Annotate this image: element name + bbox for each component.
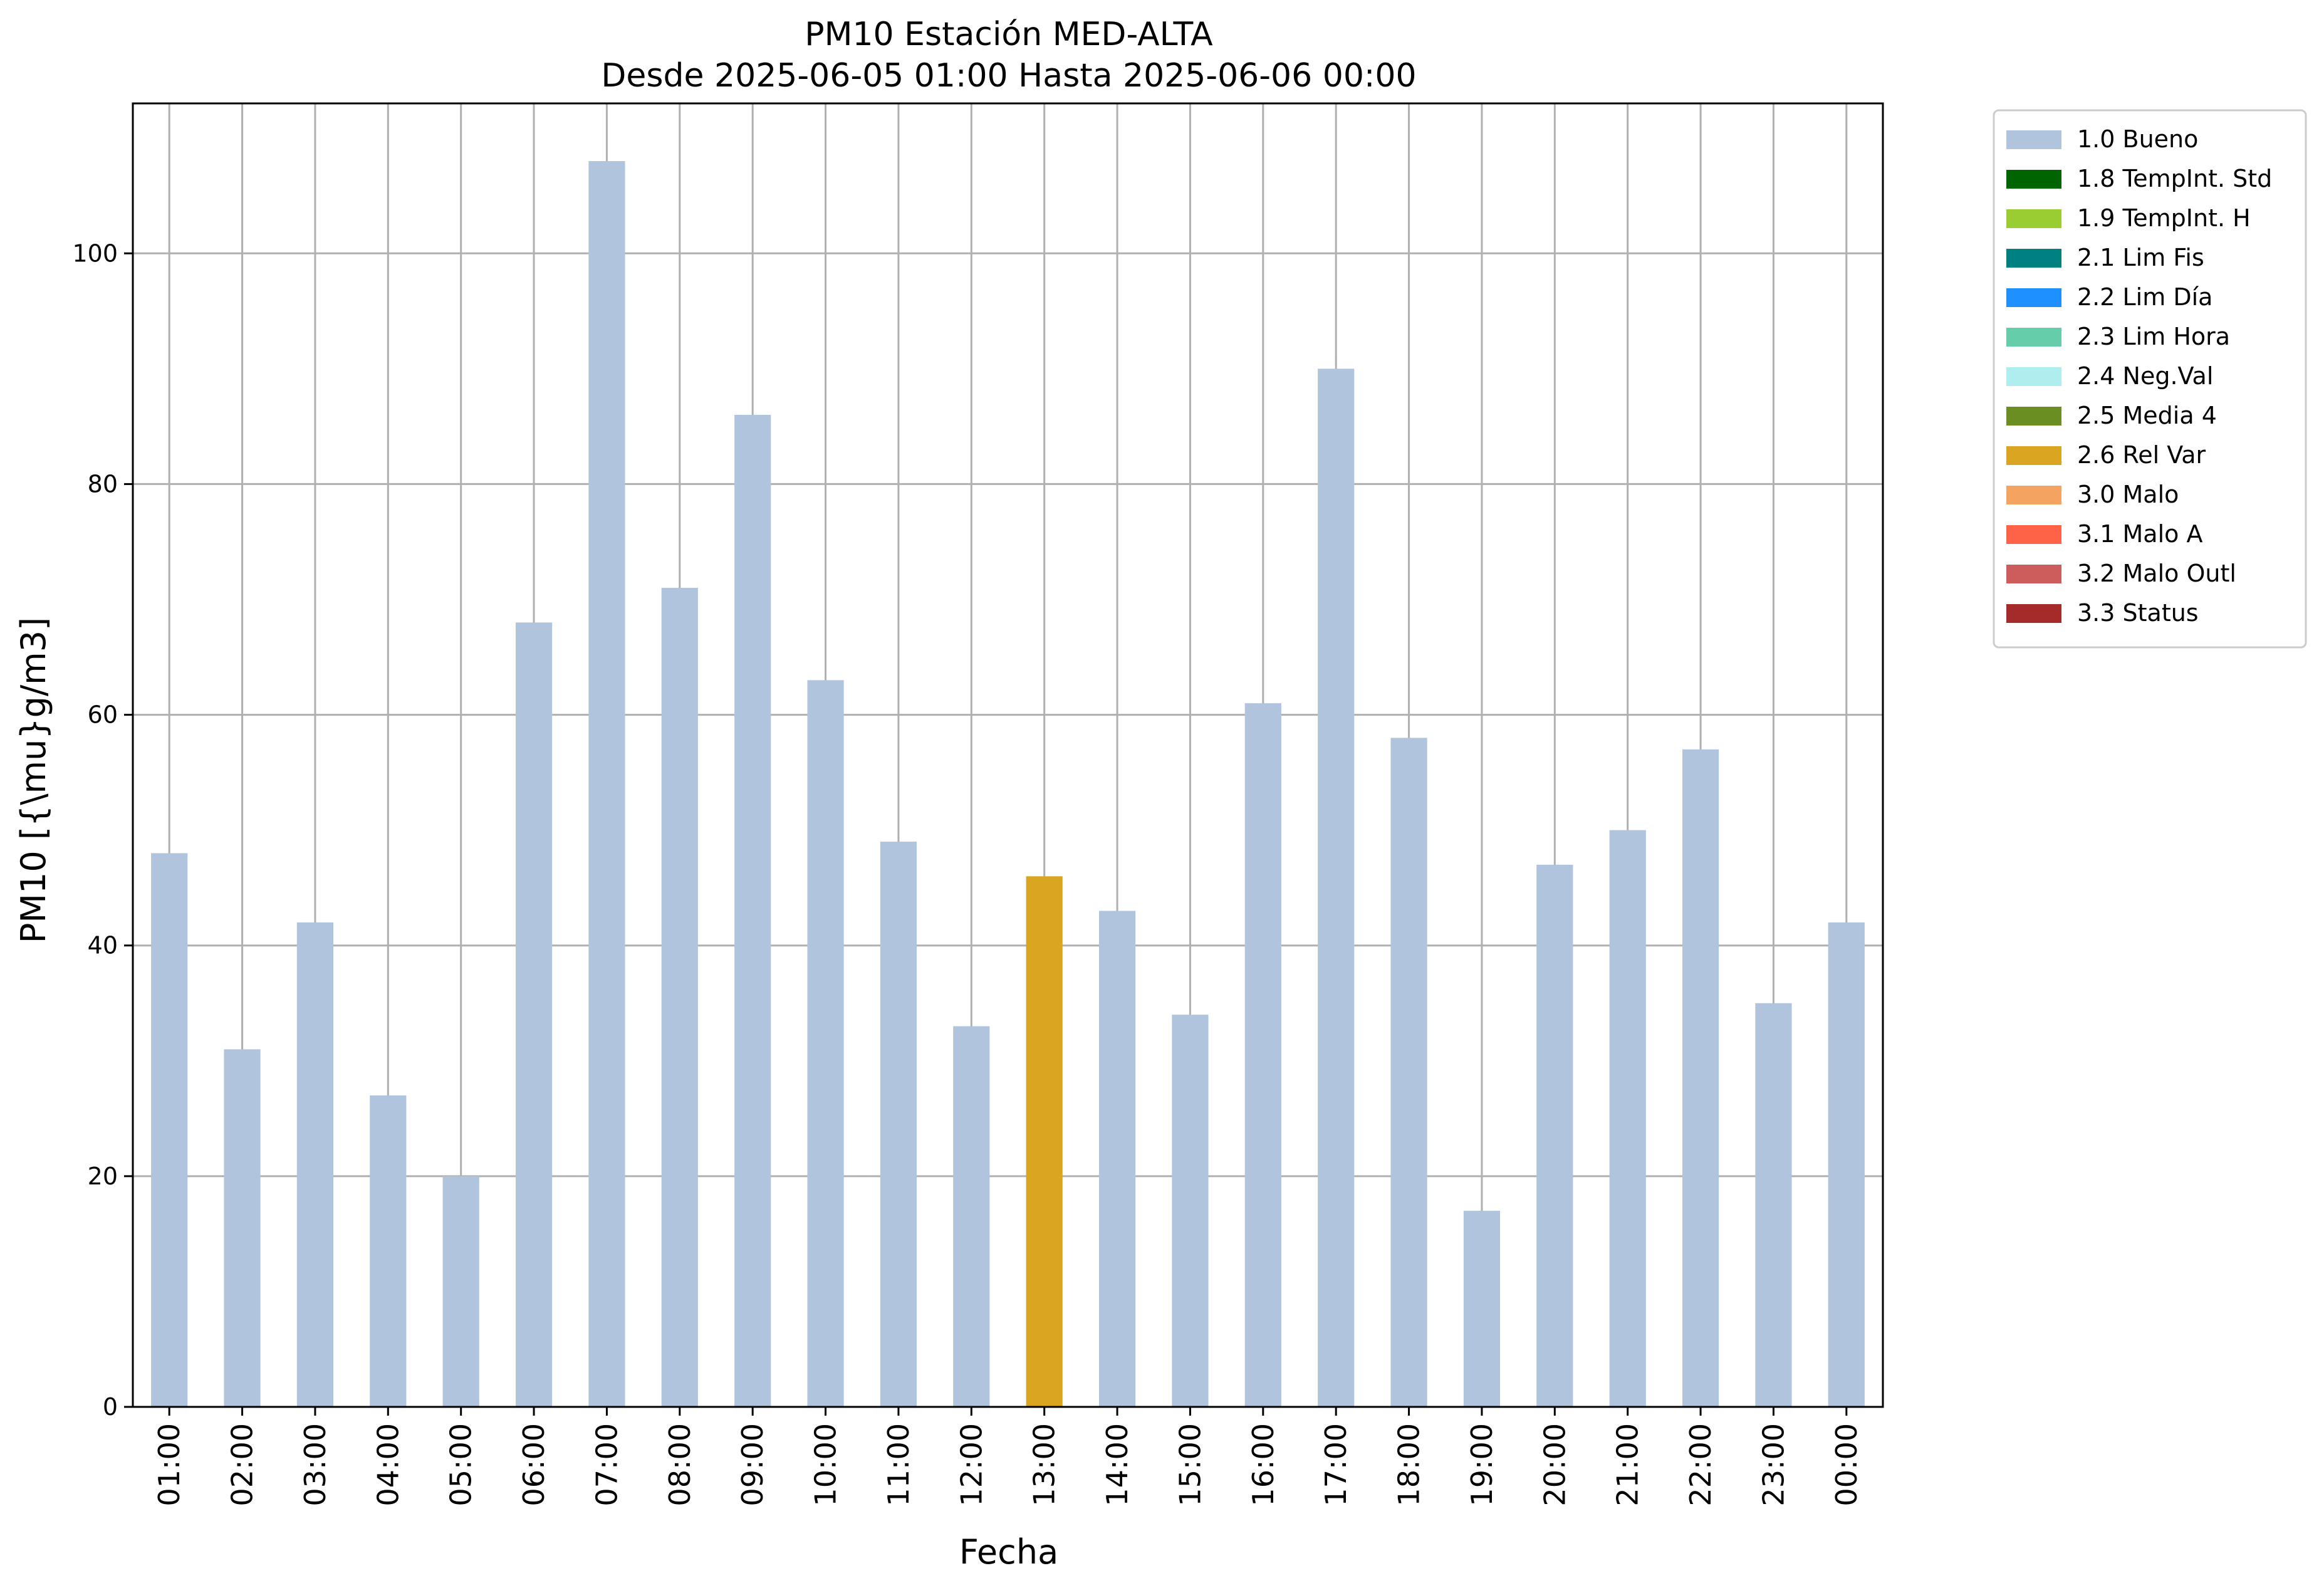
legend-label: 3.3 Status bbox=[2077, 599, 2199, 627]
y-tick-label: 20 bbox=[88, 1162, 118, 1190]
legend-label: 2.1 Lim Fis bbox=[2077, 244, 2204, 271]
y-tick-label: 0 bbox=[103, 1393, 118, 1421]
x-axis-ticks: 01:00 02:00 03:00 04:00 05:00 06:00 07:00 08:00… bbox=[152, 1407, 1863, 1507]
bar-13:00 bbox=[1026, 876, 1063, 1407]
x-tick-label: 07:00 bbox=[590, 1423, 623, 1507]
legend-label: 1.9 TempInt. H bbox=[2077, 204, 2251, 232]
bar-20:00 bbox=[1536, 864, 1573, 1407]
legend-swatch bbox=[2006, 249, 2061, 268]
bar-12:00 bbox=[953, 1026, 990, 1407]
x-tick-label: 06:00 bbox=[517, 1423, 551, 1507]
legend-label: 3.0 Malo bbox=[2077, 481, 2179, 508]
bar-22:00 bbox=[1682, 749, 1719, 1407]
x-axis-label: Fecha bbox=[959, 1532, 1058, 1572]
bar-02:00 bbox=[224, 1049, 261, 1407]
bar-18:00 bbox=[1390, 738, 1427, 1407]
y-tick-label: 100 bbox=[72, 239, 118, 267]
bar-23:00 bbox=[1755, 1003, 1792, 1407]
bar-19:00 bbox=[1463, 1211, 1501, 1407]
legend-swatch bbox=[2006, 486, 2061, 504]
legend-swatch bbox=[2006, 367, 2061, 386]
bar-10:00 bbox=[807, 680, 844, 1407]
x-tick-label: 13:00 bbox=[1028, 1423, 1061, 1507]
y-axis-label: PM10 [{\mu}g/m3] bbox=[14, 617, 53, 943]
legend-label: 2.2 Lim Día bbox=[2077, 283, 2212, 311]
x-tick-label: 14:00 bbox=[1100, 1423, 1134, 1507]
x-tick-label: 12:00 bbox=[954, 1423, 988, 1507]
x-tick-label: 00:00 bbox=[1830, 1423, 1863, 1507]
x-tick-label: 11:00 bbox=[882, 1423, 915, 1507]
y-tick-label: 60 bbox=[88, 701, 118, 729]
x-tick-label: 16:00 bbox=[1246, 1423, 1280, 1507]
x-tick-label: 19:00 bbox=[1465, 1423, 1499, 1507]
bar-05:00 bbox=[442, 1176, 479, 1407]
legend-swatch bbox=[2006, 288, 2061, 307]
x-tick-label: 08:00 bbox=[663, 1423, 697, 1507]
legend-label: 3.1 Malo A bbox=[2077, 520, 2202, 548]
x-tick-label: 23:00 bbox=[1756, 1423, 1790, 1507]
y-tick-label: 80 bbox=[88, 470, 118, 498]
legend-swatch bbox=[2006, 170, 2061, 189]
legend-swatch bbox=[2006, 328, 2061, 347]
legend: 1.0 Bueno 1.8 TempInt. Std 1.9 TempInt. H 2… bbox=[1993, 109, 2307, 649]
legend-label: 1.0 Bueno bbox=[2077, 125, 2198, 153]
bar-07:00 bbox=[588, 161, 625, 1407]
legend-swatch bbox=[2006, 407, 2061, 426]
x-tick-label: 21:00 bbox=[1611, 1423, 1645, 1507]
bar-14:00 bbox=[1098, 911, 1136, 1407]
bar-16:00 bbox=[1244, 703, 1281, 1407]
bar-21:00 bbox=[1609, 830, 1646, 1407]
x-tick-label: 02:00 bbox=[226, 1423, 259, 1507]
x-tick-label: 15:00 bbox=[1173, 1423, 1207, 1507]
legend-label: 2.4 Neg.Val bbox=[2077, 362, 2213, 390]
legend-label: 2.3 Lim Hora bbox=[2077, 323, 2230, 350]
bar-00:00 bbox=[1828, 922, 1865, 1407]
legend-label: 2.6 Rel Var bbox=[2077, 441, 2206, 469]
legend-label: 1.8 TempInt. Std bbox=[2077, 165, 2272, 192]
x-tick-label: 10:00 bbox=[809, 1423, 843, 1507]
bar-01:00 bbox=[151, 853, 188, 1407]
bar-06:00 bbox=[515, 622, 553, 1407]
bar-11:00 bbox=[880, 842, 917, 1407]
x-tick-label: 04:00 bbox=[371, 1423, 405, 1507]
bar-04:00 bbox=[370, 1095, 407, 1407]
x-tick-label: 09:00 bbox=[736, 1423, 769, 1507]
x-tick-label: 17:00 bbox=[1319, 1423, 1353, 1507]
legend-swatch bbox=[2006, 525, 2061, 544]
x-tick-label: 20:00 bbox=[1538, 1423, 1571, 1507]
legend-box bbox=[1993, 109, 2307, 649]
x-tick-label: 18:00 bbox=[1392, 1423, 1426, 1507]
x-tick-label: 03:00 bbox=[298, 1423, 332, 1507]
bar-09:00 bbox=[734, 414, 771, 1407]
bar-17:00 bbox=[1318, 368, 1355, 1408]
chart-subtitle: Desde 2025-06-05 01:00 Hasta 2025-06-06 … bbox=[601, 57, 1416, 95]
y-axis-ticks: 0 20 40 60 80 100 bbox=[72, 239, 133, 1421]
legend-swatch bbox=[2006, 130, 2061, 149]
bar-08:00 bbox=[661, 588, 698, 1407]
legend-swatch bbox=[2006, 209, 2061, 228]
plot-area-frame bbox=[132, 102, 1884, 1408]
legend-swatch bbox=[2006, 565, 2061, 583]
chart-title: PM10 Estación MED-ALTA bbox=[805, 16, 1213, 53]
legend-label: 2.5 Media 4 bbox=[2077, 402, 2217, 429]
x-tick-label: 01:00 bbox=[152, 1423, 186, 1507]
bar-15:00 bbox=[1172, 1015, 1209, 1407]
x-tick-label: 05:00 bbox=[444, 1423, 478, 1507]
legend-swatch bbox=[2006, 446, 2061, 465]
bar-03:00 bbox=[296, 922, 334, 1407]
legend-swatch bbox=[2006, 604, 2061, 623]
bars bbox=[151, 161, 1865, 1408]
y-tick-label: 40 bbox=[88, 932, 118, 959]
x-tick-label: 22:00 bbox=[1684, 1423, 1717, 1507]
legend-label: 3.2 Malo Outl bbox=[2077, 560, 2236, 587]
